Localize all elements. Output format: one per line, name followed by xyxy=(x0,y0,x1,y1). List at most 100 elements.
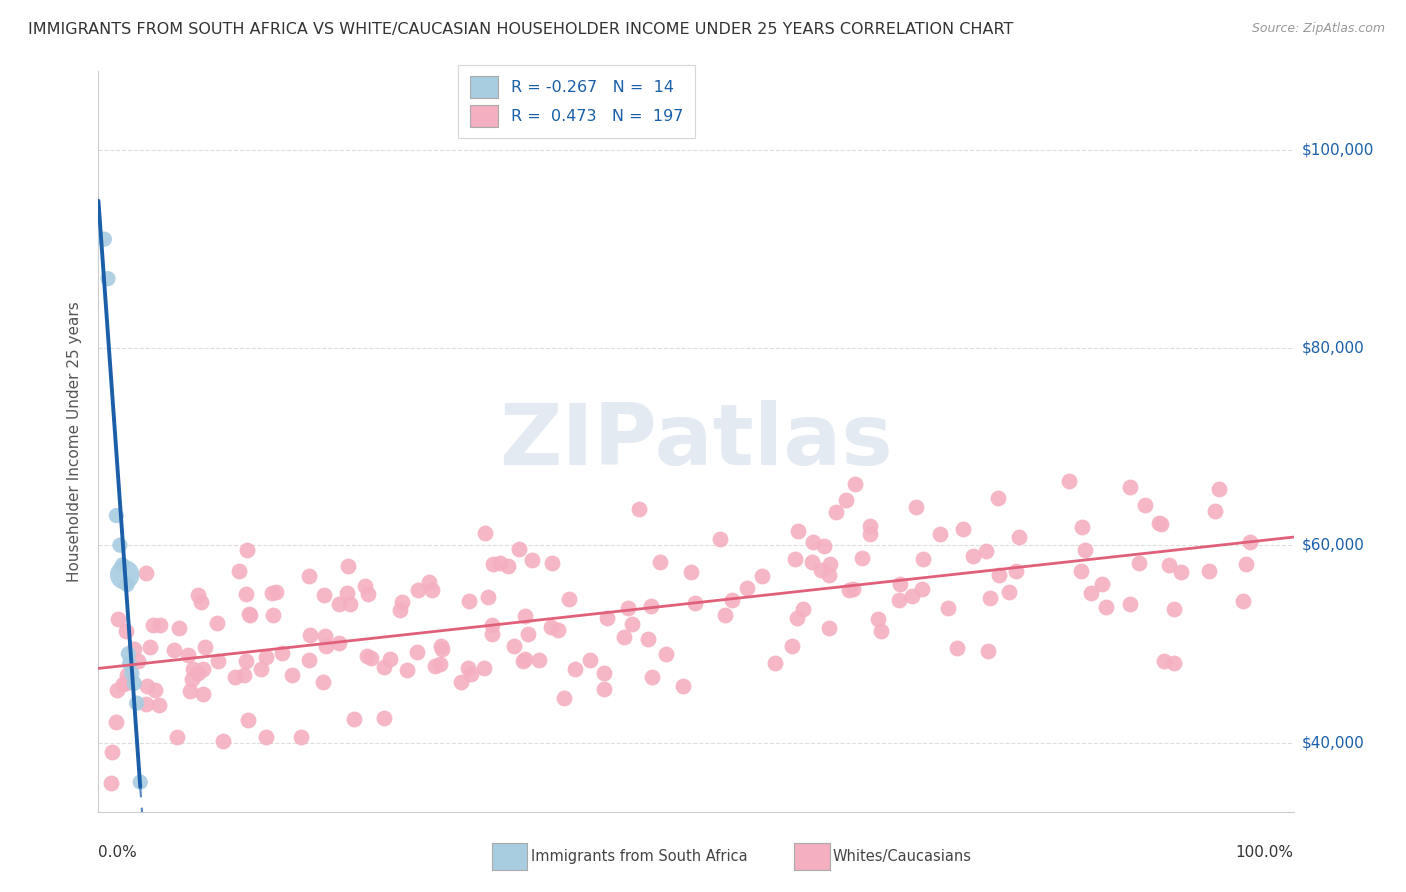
Point xyxy=(974,544,997,558)
Point xyxy=(866,612,889,626)
Point xyxy=(238,713,260,727)
Point xyxy=(111,558,134,572)
Point xyxy=(121,666,143,681)
Point xyxy=(418,575,440,590)
Point xyxy=(679,565,702,579)
Point xyxy=(179,684,201,698)
Point xyxy=(100,745,122,759)
Point xyxy=(135,566,157,580)
Point xyxy=(901,589,924,603)
Point xyxy=(513,609,536,624)
Point xyxy=(1119,597,1142,611)
Point xyxy=(785,552,807,566)
Point xyxy=(238,607,260,621)
Point xyxy=(239,608,262,623)
Point xyxy=(115,624,138,638)
Point xyxy=(167,621,190,635)
Point xyxy=(1147,516,1170,530)
Point xyxy=(627,501,650,516)
Point xyxy=(336,559,359,574)
Point xyxy=(889,576,911,591)
Point xyxy=(616,600,638,615)
Text: $100,000: $100,000 xyxy=(1302,143,1374,158)
Point xyxy=(228,565,250,579)
Point xyxy=(166,731,188,745)
Point xyxy=(547,623,569,637)
Point xyxy=(430,639,453,653)
Point xyxy=(578,653,600,667)
Point xyxy=(138,640,160,654)
Point xyxy=(127,654,149,668)
Point xyxy=(513,652,536,666)
Point xyxy=(763,656,786,670)
Point xyxy=(541,556,564,570)
Point xyxy=(420,582,443,597)
Point xyxy=(460,667,482,681)
Point xyxy=(457,660,479,674)
Point xyxy=(553,690,575,705)
Point xyxy=(810,563,832,577)
Point xyxy=(780,639,803,653)
Point xyxy=(373,660,395,674)
Point xyxy=(124,676,146,690)
Point xyxy=(979,591,1001,605)
Point xyxy=(254,649,277,664)
Point xyxy=(813,539,835,553)
Point xyxy=(135,697,157,711)
Text: Immigrants from South Africa: Immigrants from South Africa xyxy=(531,849,748,863)
Point xyxy=(356,649,378,664)
Point xyxy=(1157,558,1180,572)
Point xyxy=(496,559,519,574)
Point xyxy=(142,617,165,632)
Point xyxy=(118,657,141,671)
Point xyxy=(946,640,969,655)
Point xyxy=(360,651,382,665)
Text: ZIPatlas: ZIPatlas xyxy=(499,400,893,483)
Point xyxy=(596,611,619,625)
Point xyxy=(1074,542,1097,557)
Point xyxy=(817,568,839,582)
Point xyxy=(391,594,413,608)
Point xyxy=(108,538,131,552)
Point xyxy=(593,682,616,697)
Point xyxy=(613,630,636,644)
Point xyxy=(593,666,616,681)
Point xyxy=(100,776,122,790)
Point xyxy=(115,577,138,591)
Point xyxy=(450,675,472,690)
Point xyxy=(105,683,128,698)
Point xyxy=(558,592,581,607)
Point xyxy=(336,586,359,600)
Point xyxy=(685,596,707,610)
Point xyxy=(818,557,841,571)
Point xyxy=(928,526,950,541)
Point xyxy=(889,592,911,607)
Point xyxy=(458,593,481,607)
Point xyxy=(254,731,277,745)
Point xyxy=(859,526,882,541)
Point xyxy=(1119,480,1142,494)
Point xyxy=(751,569,773,583)
Point xyxy=(117,647,139,661)
Point xyxy=(430,641,453,656)
Point xyxy=(648,555,671,569)
Point xyxy=(177,648,200,663)
Point xyxy=(262,586,284,600)
Point xyxy=(423,659,446,673)
Point xyxy=(540,620,562,634)
Point xyxy=(124,641,146,656)
Point xyxy=(187,665,209,680)
Point xyxy=(235,654,257,668)
Point xyxy=(721,593,744,607)
Point xyxy=(735,581,758,595)
Point xyxy=(315,639,337,653)
Point xyxy=(672,679,695,693)
Point xyxy=(114,567,136,582)
Point xyxy=(1204,504,1226,518)
Point xyxy=(838,582,860,597)
Point xyxy=(817,621,839,635)
Point xyxy=(389,603,412,617)
Point xyxy=(312,588,335,602)
Point xyxy=(298,653,321,667)
Point xyxy=(406,583,429,598)
